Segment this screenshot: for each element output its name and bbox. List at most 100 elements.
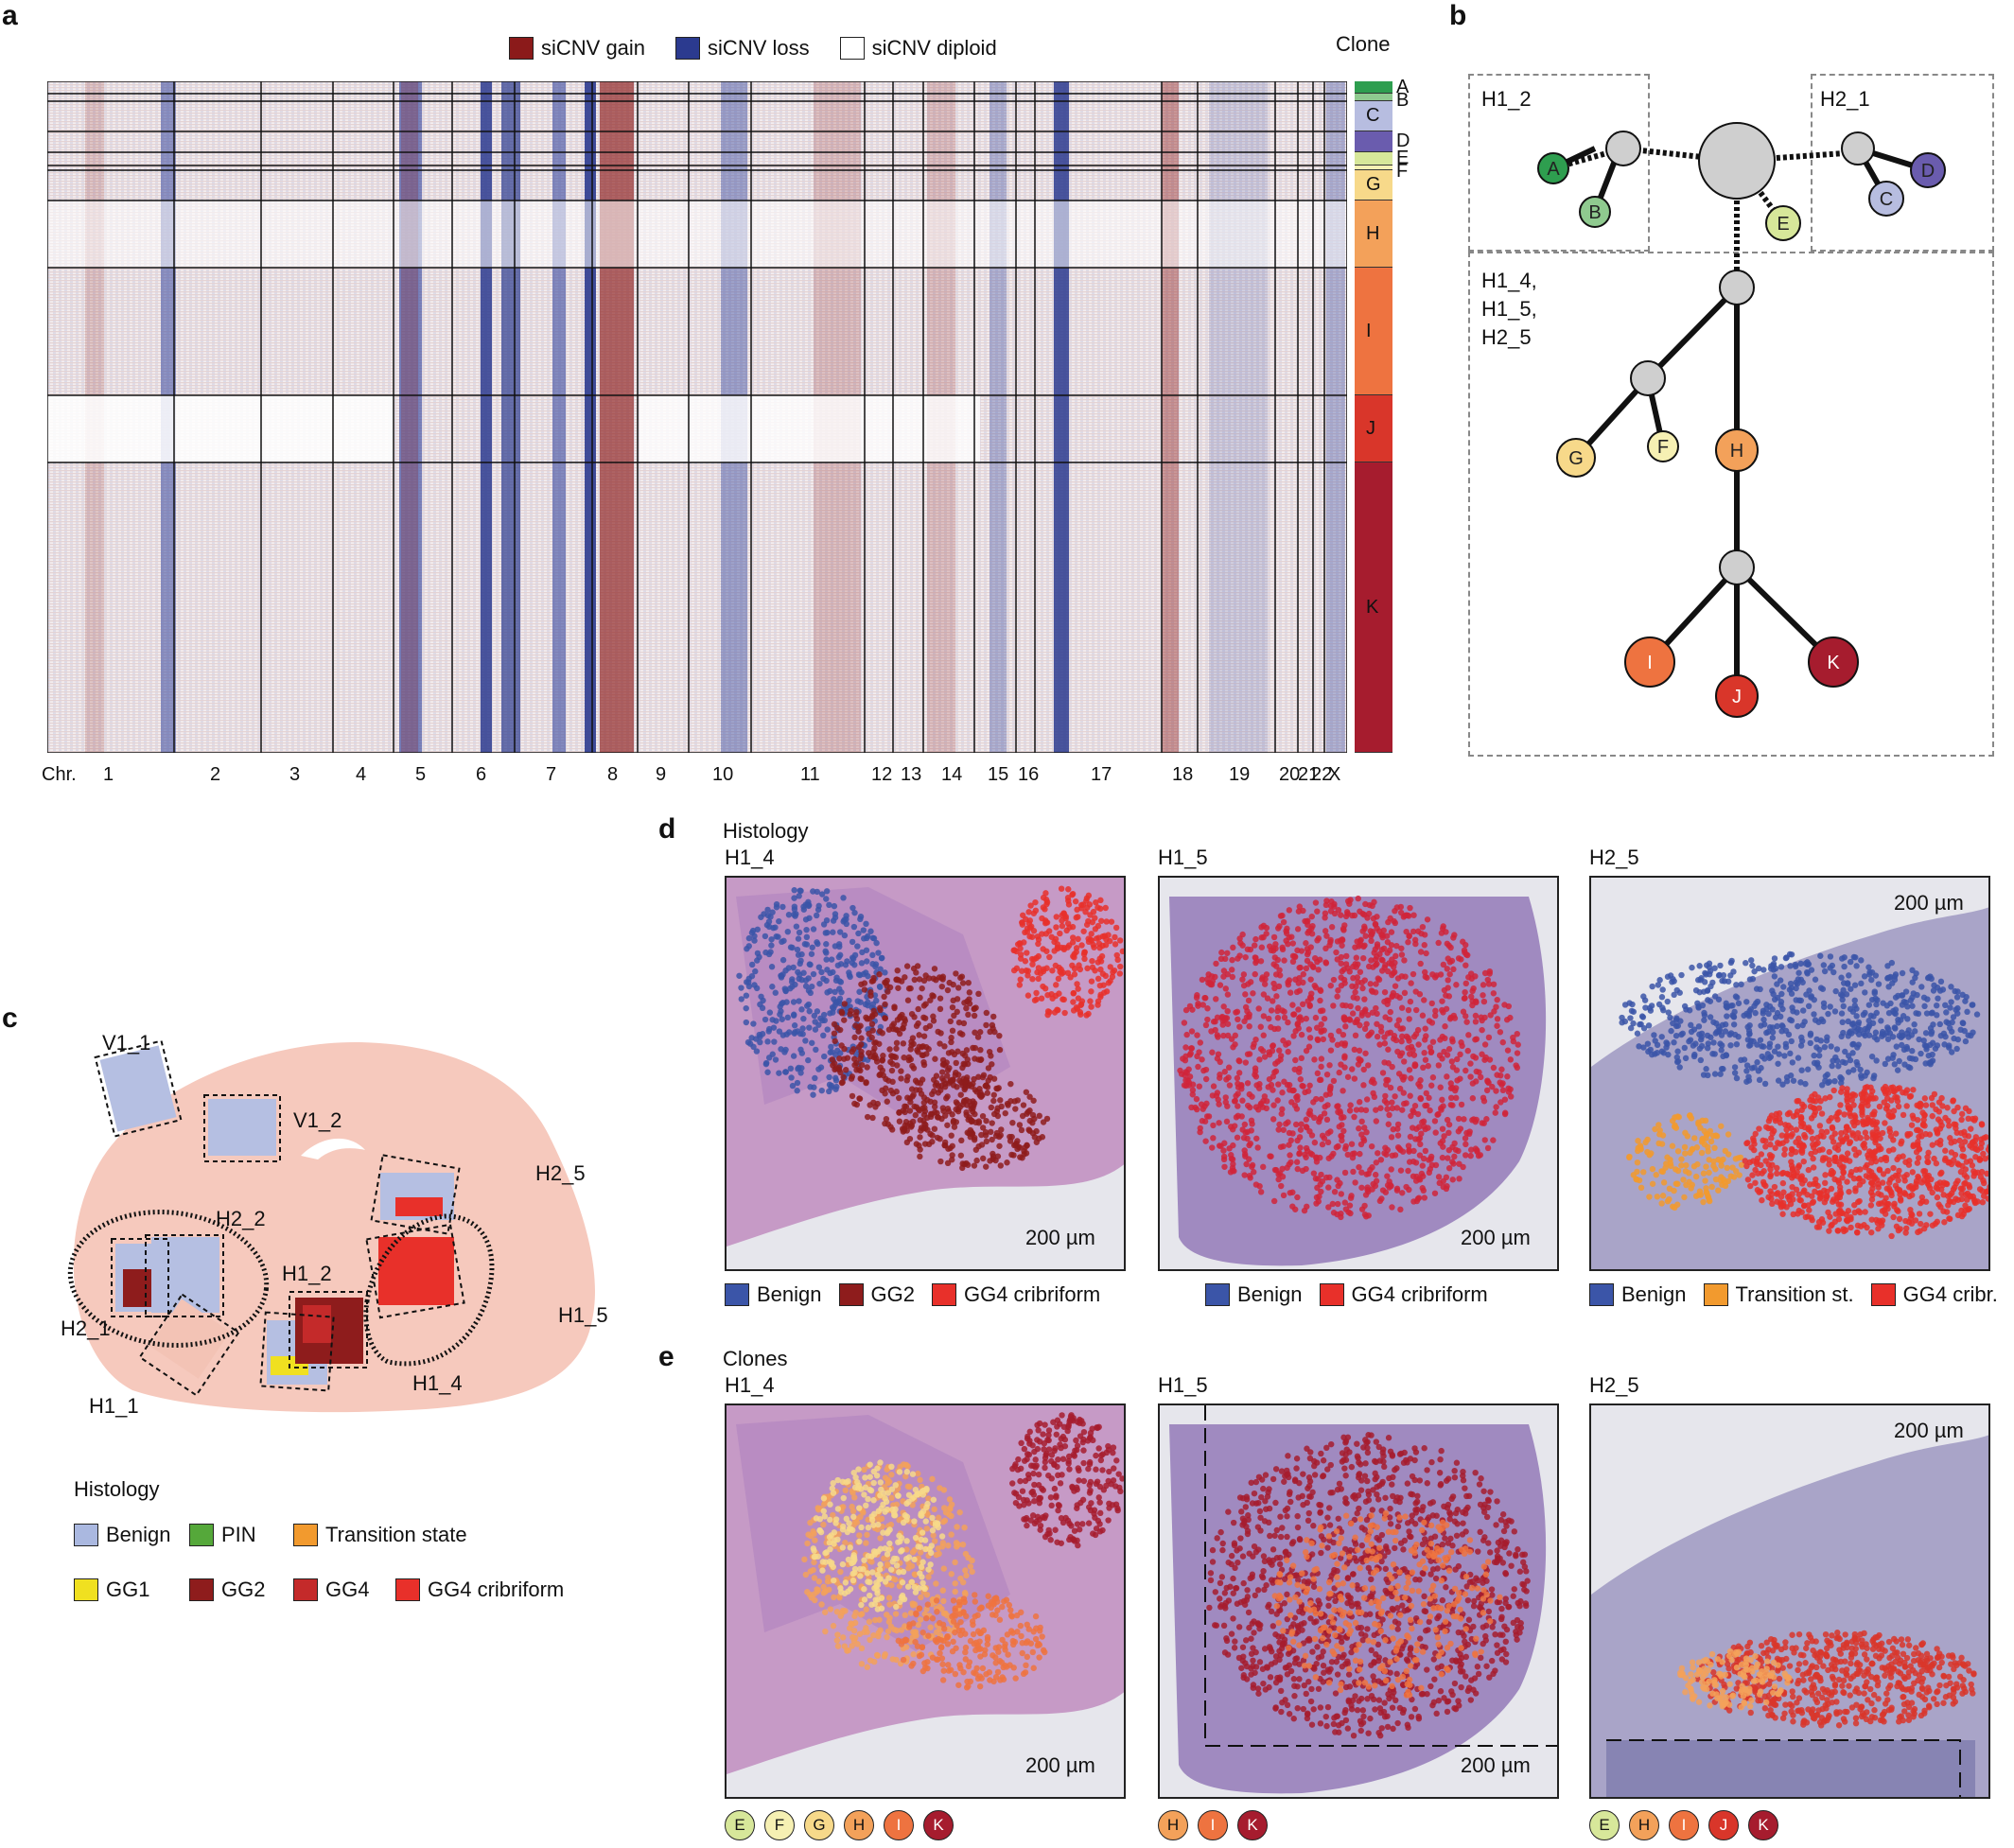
tissue-overview xyxy=(67,1039,595,1413)
legend-gain: siCNV gain xyxy=(509,36,645,61)
legend-item: H xyxy=(1158,1810,1194,1840)
loss-swatch xyxy=(675,37,701,60)
d-legend-h1_4: Benign GG2 GG4 cribriform xyxy=(725,1282,1100,1307)
clone-circle-e: E xyxy=(1589,1810,1620,1840)
legend-label: GG4 xyxy=(325,1578,370,1601)
legend-swatch xyxy=(1319,1283,1344,1306)
chr-label-22: 22 xyxy=(1311,764,1333,785)
section-h1-4: H1_4 xyxy=(412,1371,463,1395)
tree-label-h1-5: H1_5, xyxy=(1481,297,1537,321)
legend-item: E xyxy=(725,1810,761,1840)
chr-label-21: 21 xyxy=(1298,764,1320,785)
tree-node-label-i: I xyxy=(1647,653,1653,673)
chr-label-4: 4 xyxy=(356,764,367,785)
tree-node-internal xyxy=(1719,270,1755,305)
legend-loss-label: siCNV loss xyxy=(708,36,810,60)
legend-item: Benign xyxy=(1589,1282,1687,1307)
chr-label-15: 15 xyxy=(988,764,1009,785)
tree-node-internal xyxy=(1719,549,1755,585)
clone-label-a: A xyxy=(1396,76,1410,97)
heatmap-legend: siCNV gain siCNV loss siCNV diploid xyxy=(509,36,997,61)
legend-swatch xyxy=(189,1524,214,1546)
tree-node-label-e: E xyxy=(1777,214,1789,235)
legend-label: Benign xyxy=(757,1282,822,1306)
overview-legend-item: PIN xyxy=(189,1523,256,1547)
d-legend-h1_5: Benign GG4 cribriform xyxy=(1205,1282,1488,1307)
tree-node-label-b: B xyxy=(1588,202,1601,223)
overview-histology-title: Histology xyxy=(74,1477,160,1501)
clones-title: Clones xyxy=(723,1347,788,1370)
tissue-image xyxy=(1591,1405,1988,1797)
section-v1-1: V1_1 xyxy=(102,1031,151,1055)
chr-label-7: 7 xyxy=(546,764,557,785)
legend-item: GG4 cribriform xyxy=(931,1282,1100,1307)
d-sample-title: H2_5 xyxy=(1589,846,1639,869)
legend-item: J xyxy=(1708,1810,1744,1840)
box-h1-4-h1-5-h2-5 xyxy=(1468,252,1994,757)
section-h2-1: H2_1 xyxy=(61,1316,111,1340)
clone-segment-h xyxy=(1355,200,1392,268)
clone-label-b: B xyxy=(1396,90,1410,111)
tree-node-label-j: J xyxy=(1732,687,1742,707)
clone-circle-j: J xyxy=(1708,1810,1739,1840)
chr-label-12: 12 xyxy=(871,764,893,785)
clone-label-h: H xyxy=(1366,222,1380,244)
legend-label: PIN xyxy=(221,1523,256,1546)
tissue-image xyxy=(1160,878,1557,1269)
clone-label-k: K xyxy=(1366,596,1379,618)
legend-item: H xyxy=(844,1810,880,1840)
legend-item: E xyxy=(1589,1810,1625,1840)
gain-swatch xyxy=(509,37,534,60)
clone-label-g: G xyxy=(1366,174,1381,195)
legend-swatch xyxy=(293,1578,318,1601)
scale-bar: 200 µm xyxy=(1461,1753,1531,1777)
clone-circle-h: H xyxy=(1158,1810,1188,1840)
legend-item: K xyxy=(1748,1810,1784,1840)
overview-legend-item: GG2 xyxy=(189,1578,265,1602)
legend-label: GG1 xyxy=(106,1578,150,1601)
overview-legend-item: Benign xyxy=(74,1523,171,1547)
legend-item: K xyxy=(1237,1810,1273,1840)
legend-item: GG4 cribr. xyxy=(1870,1282,1998,1307)
legend-loss: siCNV loss xyxy=(675,36,810,61)
tissue-image xyxy=(1160,1405,1557,1797)
overview-legend-item: GG4 xyxy=(293,1578,369,1602)
tree-node-c xyxy=(1868,181,1904,217)
tree-node-label-c: C xyxy=(1880,189,1893,210)
panel-label-c: c xyxy=(2,1002,18,1034)
tree-node-label-h: H xyxy=(1730,441,1743,462)
tree-label-h1-4: H1_4, xyxy=(1481,269,1537,292)
panel-label-a: a xyxy=(2,0,18,31)
legend-label: Benign xyxy=(106,1523,171,1546)
e-tile-h1_5 xyxy=(1158,1403,1559,1799)
legend-swatch xyxy=(1703,1283,1728,1306)
clone-circle-i: I xyxy=(884,1810,914,1840)
clone-segment-d xyxy=(1355,131,1392,152)
tree-node-root xyxy=(1698,122,1776,200)
chr-label-8: 8 xyxy=(607,764,619,785)
scale-bar: 200 µm xyxy=(1025,1753,1095,1777)
legend-diploid-label: siCNV diploid xyxy=(871,36,997,60)
legend-item: Transition st. xyxy=(1703,1282,1854,1307)
tree-node-internal xyxy=(1630,360,1666,396)
scale-bar: 200 µm xyxy=(1894,1419,1964,1442)
clone-label-e: E xyxy=(1396,148,1410,168)
chr-label-1: 1 xyxy=(103,764,114,785)
clone-header: Clone xyxy=(1336,32,1391,56)
tree-node-label-k: K xyxy=(1827,653,1840,673)
e-tile-h1_4 xyxy=(725,1403,1126,1799)
tree-node-label-f: F xyxy=(1657,437,1669,458)
tree-node-internal xyxy=(1605,131,1641,166)
legend-item: H xyxy=(1629,1810,1665,1840)
d-tile-h1_4 xyxy=(725,876,1126,1271)
d-tile-h1_5 xyxy=(1158,876,1559,1271)
clone-segment-k xyxy=(1355,462,1392,753)
legend-item: K xyxy=(923,1810,959,1840)
legend-swatch xyxy=(189,1578,214,1601)
e-sample-title: H1_4 xyxy=(725,1373,775,1397)
chr-label-13: 13 xyxy=(901,764,922,785)
tree-node-a xyxy=(1537,152,1569,184)
tree-node-label-g: G xyxy=(1568,448,1584,469)
